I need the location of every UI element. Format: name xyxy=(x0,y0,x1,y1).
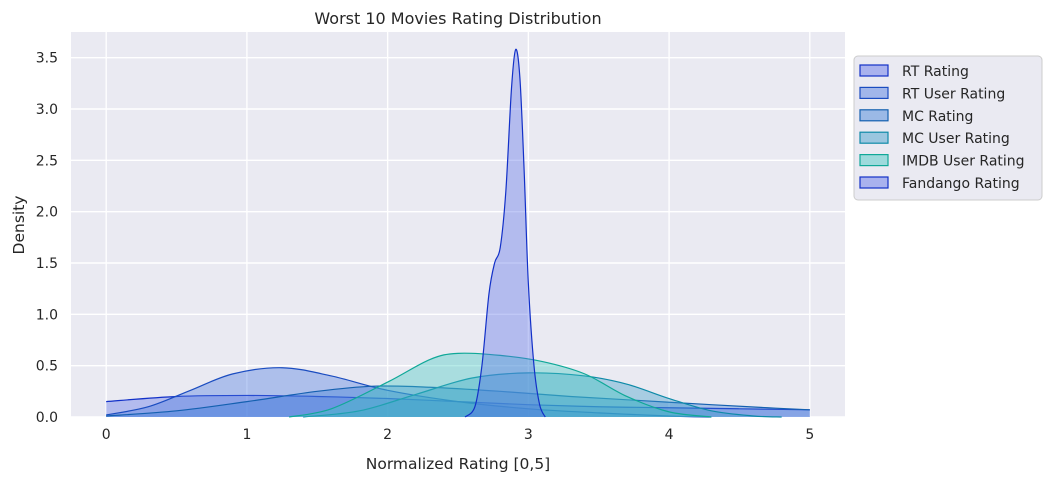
series-layer xyxy=(106,48,810,418)
chart-title: Worst 10 Movies Rating Distribution xyxy=(314,9,601,28)
x-tick-labels: 0 1 2 3 4 5 xyxy=(102,427,815,443)
series-area-rt-rating xyxy=(106,395,810,417)
legend-swatch-fandango-rating xyxy=(859,176,889,189)
legend-label-mc-user-rating: MC User Rating xyxy=(902,131,1010,147)
series-area-mc-rating xyxy=(106,385,810,417)
y-tick-label: 1.0 xyxy=(36,307,58,323)
x-axis-title: Normalized Rating [0,5] xyxy=(366,455,550,473)
grid xyxy=(71,32,845,418)
legend-swatch-rt-rating xyxy=(859,64,889,77)
series-imdb-user-rating xyxy=(289,352,712,418)
y-tick-label: 1.5 xyxy=(36,256,58,272)
legend: RT Rating RT User Rating MC Rating MC User … xyxy=(853,55,1043,201)
series-area-rt-user-rating xyxy=(106,367,712,417)
x-tick-label: 5 xyxy=(805,427,814,443)
series-mc-rating xyxy=(106,385,810,417)
series-line-fandango-rating xyxy=(464,48,546,418)
x-tick-label: 4 xyxy=(665,427,674,443)
y-tick-labels: 0.0 0.5 1.0 1.5 2.0 2.5 3.0 3.5 xyxy=(36,51,58,426)
y-tick-label: 2.0 xyxy=(36,205,58,221)
x-tick-label: 2 xyxy=(383,427,392,443)
y-tick-label: 3.5 xyxy=(36,51,58,67)
legend-swatch-imdb-user-rating xyxy=(859,154,889,167)
series-mc-user-rating xyxy=(303,372,782,418)
legend-label-fandango-rating: Fandango Rating xyxy=(902,176,1020,192)
y-tick-label: 0.0 xyxy=(36,410,58,426)
series-area-mc-user-rating xyxy=(303,372,782,417)
legend-label-rt-user-rating: RT User Rating xyxy=(902,86,1005,102)
x-tick-label: 1 xyxy=(242,427,251,443)
series-fandango-rating xyxy=(464,48,546,418)
legend-label-mc-rating: MC Rating xyxy=(902,109,973,125)
series-line-mc-user-rating xyxy=(303,372,782,418)
series-line-imdb-user-rating xyxy=(289,352,712,418)
y-tick-label: 0.5 xyxy=(36,359,58,375)
y-tick-label: 2.5 xyxy=(36,153,58,169)
legend-swatch-mc-user-rating xyxy=(859,131,889,144)
x-tick-label: 3 xyxy=(524,427,533,443)
legend-label-imdb-user-rating: IMDB User Rating xyxy=(902,154,1025,170)
series-line-mc-rating xyxy=(106,385,810,417)
x-tick-label: 0 xyxy=(102,427,111,443)
legend-swatch-mc-rating xyxy=(859,109,889,122)
series-area-imdb-user-rating xyxy=(289,353,712,417)
legend-label-rt-rating: RT Rating xyxy=(902,64,969,80)
legend-swatch-rt-user-rating xyxy=(859,86,889,100)
legend-frame xyxy=(853,55,1043,201)
y-axis-title: Density xyxy=(10,196,28,255)
y-tick-label: 3.0 xyxy=(36,102,58,118)
series-area-fandango-rating xyxy=(465,49,546,418)
